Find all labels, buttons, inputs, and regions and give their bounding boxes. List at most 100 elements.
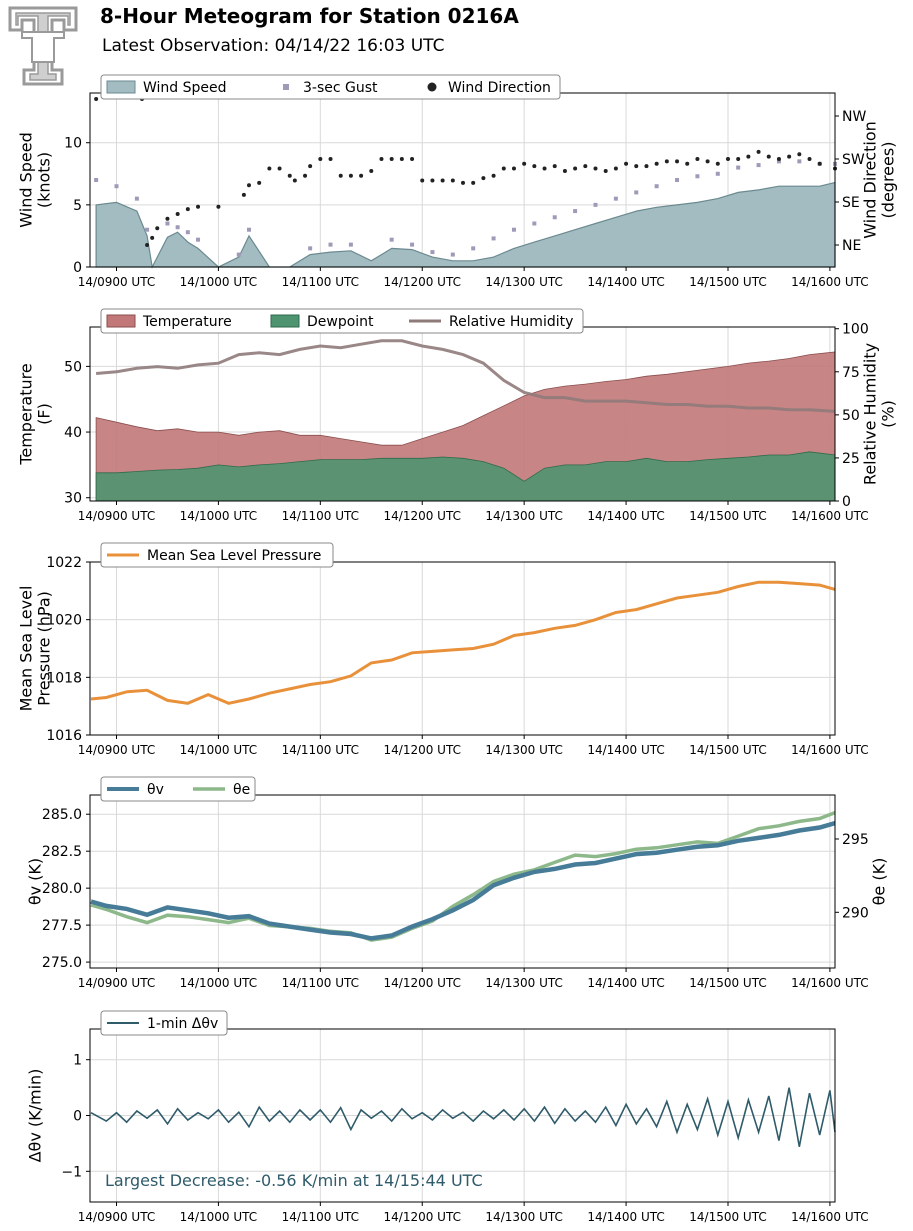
legend-box: [100, 542, 334, 568]
y-axis-label: (F): [35, 403, 54, 425]
y-axis-label: (knots): [35, 152, 54, 208]
x-tick-label: 14/1400 UTC: [587, 976, 664, 990]
y2-tick-label: 100: [842, 322, 869, 338]
direction-marker: [399, 157, 404, 161]
y2-tick-label: 50: [842, 408, 860, 424]
legend-label: Relative Humidity: [449, 314, 573, 330]
gust-marker: [145, 227, 150, 232]
theta-e-line: [90, 810, 836, 942]
legend-item: Mean Sea Level Pressure: [107, 548, 321, 564]
legend-item: 1-min Δθv: [107, 1016, 218, 1032]
direction-marker: [522, 161, 527, 166]
gust-marker: [695, 174, 700, 179]
y2-axis-label: Wind Direction: [861, 121, 880, 239]
legend-item: Wind Direction: [427, 80, 551, 96]
x-tick-label: 14/1500 UTC: [689, 976, 766, 990]
gust-marker: [552, 215, 557, 220]
y-tick-label: 1016: [46, 728, 82, 744]
legend-item: θe: [193, 782, 250, 798]
direction-marker: [766, 154, 771, 159]
y-tick-label: 30: [64, 491, 82, 507]
x-tick-label: 14/1100 UTC: [282, 976, 359, 990]
gust-marker: [165, 221, 170, 226]
x-tick-label: 14/1000 UTC: [180, 275, 257, 289]
x-tick-label: 14/1100 UTC: [282, 1210, 359, 1224]
y-tick-label: 275.0: [42, 955, 82, 971]
direction-marker: [501, 166, 506, 171]
y-tick-label: 5: [73, 198, 82, 214]
y-axis-label: θv (K): [26, 858, 45, 905]
legend-label: Temperature: [142, 314, 232, 330]
theta-v-line: [90, 820, 836, 941]
x-tick-label: 14/1400 UTC: [587, 743, 664, 757]
direction-marker: [348, 173, 353, 178]
y2-tick-label: SE: [842, 195, 860, 211]
gust-marker: [613, 196, 618, 201]
direction-marker: [165, 216, 170, 221]
x-tick-label: 14/0900 UTC: [78, 509, 155, 523]
direction-marker: [583, 164, 588, 169]
delta-theta-line: [90, 1087, 836, 1147]
legend-item: Temperature: [106, 314, 232, 330]
rh-line: [95, 339, 836, 413]
direction-marker: [440, 178, 445, 183]
page-title: 8-Hour Meteogram for Station 0216A: [100, 4, 519, 28]
y-tick-label: 10: [64, 136, 82, 152]
direction-marker: [359, 173, 364, 178]
gust-marker: [573, 209, 578, 214]
y2-tick-label: NW: [842, 109, 866, 125]
direction-marker: [491, 173, 496, 178]
direction-marker: [246, 183, 251, 188]
direction-marker: [634, 164, 639, 169]
x-tick-label: 14/1300 UTC: [485, 275, 562, 289]
direction-marker: [603, 168, 608, 173]
y-tick-label: 0: [73, 1109, 82, 1125]
y-tick-label: 50: [64, 359, 82, 375]
direction-marker: [150, 235, 155, 240]
gust-marker: [756, 163, 761, 168]
direction-marker: [196, 204, 201, 209]
x-tick-label: 14/1200 UTC: [384, 1210, 461, 1224]
gust-marker: [797, 159, 802, 164]
x-tick-label: 14/1600 UTC: [791, 509, 868, 523]
x-tick-label: 14/0900 UTC: [78, 976, 155, 990]
y-tick-label: 282.5: [42, 844, 82, 860]
direction-marker: [664, 159, 669, 164]
logo-icon: [8, 6, 78, 86]
gust-marker: [114, 184, 119, 189]
direction-marker: [797, 152, 802, 157]
legend-label: Mean Sea Level Pressure: [147, 548, 321, 564]
direction-marker: [705, 159, 710, 164]
x-tick-label: 14/1400 UTC: [587, 509, 664, 523]
x-tick-label: 14/1200 UTC: [384, 275, 461, 289]
y-tick-label: 40: [64, 425, 82, 441]
direction-marker: [654, 161, 659, 166]
dewpoint-area: [95, 451, 836, 502]
x-tick-label: 14/1300 UTC: [485, 976, 562, 990]
direction-marker: [267, 166, 272, 171]
panel-delta: 14/0900 UTC 14/1000 UTC 14/1100 UTC 14/1200…: [26, 1010, 869, 1224]
direction-marker: [511, 166, 516, 171]
x-tick-label: 14/1500 UTC: [689, 1210, 766, 1224]
legend-swatch: [106, 314, 136, 328]
direction-marker: [155, 226, 160, 231]
y-tick-label: 0: [73, 260, 82, 276]
x-tick-label: 14/0900 UTC: [78, 743, 155, 757]
y-tick-label: 1022: [46, 555, 82, 571]
y-axis-label: Wind Speed: [17, 132, 36, 227]
legend-label: θe: [233, 782, 250, 798]
x-tick-label: 14/1300 UTC: [485, 1210, 562, 1224]
direction-marker: [573, 166, 578, 171]
direction-marker: [175, 211, 180, 216]
direction-marker: [277, 166, 282, 171]
panel-temperature: 14/0900 UTC 14/1000 UTC 14/1100 UTC 14/1200…: [17, 308, 898, 523]
x-tick-label: 14/1100 UTC: [282, 743, 359, 757]
x-tick-label: 14/1200 UTC: [384, 509, 461, 523]
gust-marker: [491, 236, 496, 241]
gust-marker: [593, 202, 598, 207]
direction-marker: [675, 159, 680, 164]
y2-tick-label: NE: [842, 238, 861, 254]
legend-swatch: [283, 84, 289, 90]
direction-marker: [756, 149, 761, 154]
legend-box: [100, 1010, 228, 1036]
